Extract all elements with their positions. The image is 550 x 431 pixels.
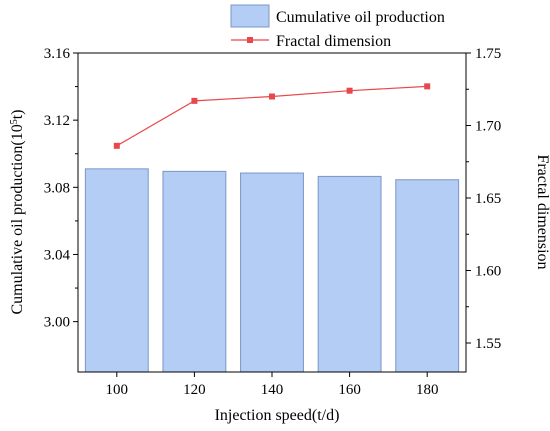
bar	[395, 179, 460, 373]
fractal-dimension-point	[346, 87, 353, 94]
legend-bar-swatch	[230, 4, 270, 28]
y-left-tick-label: 3.00	[44, 315, 70, 331]
y-left-tick-label: 3.16	[44, 46, 71, 62]
fractal-dimension-point	[191, 97, 198, 104]
legend-line-label: Fractal dimension	[276, 33, 391, 50]
fractal-dimension-point	[424, 83, 431, 90]
legend-bar-label: Cumulative oil production	[276, 9, 445, 26]
y-right-tick-label: 1.70	[475, 119, 501, 135]
legend-line-marker	[247, 37, 253, 43]
x-axis-title: Injection speed(t/d)	[215, 407, 340, 424]
y-left-tick-label: 3.12	[44, 113, 70, 129]
y-left-tick-label: 3.08	[44, 180, 70, 196]
x-tick-label: 140	[261, 382, 284, 398]
y-axis-left-title-main: Cumulative oil production(10	[9, 124, 26, 314]
y-axis-right-title: Fractal dimension	[534, 154, 550, 269]
plot-area: 3.00 3.04 3.08 3.12 3.16 1.55 1.60 1.65 1.70 1.75…	[44, 46, 502, 398]
x-tick-label: 100	[106, 382, 129, 398]
y-right-tick-label: 1.55	[475, 336, 501, 352]
bar	[317, 175, 382, 373]
fractal-dimension-point	[269, 93, 275, 100]
x-tick-label: 160	[338, 382, 361, 398]
fractal-dimension-point	[113, 142, 120, 149]
y-axis-left-title-tail: t)	[9, 110, 26, 120]
bar	[84, 168, 149, 373]
x-tick-label: 180	[416, 382, 439, 398]
y-right-tick-label: 1.75	[475, 46, 501, 62]
x-tick-label: 120	[183, 382, 206, 398]
y-left-tick-label: 3.04	[44, 247, 71, 263]
y-axis-left-title: Cumulative oil production(105t)	[9, 110, 27, 315]
y-right-tick-label: 1.65	[475, 191, 501, 207]
y-axis-left-title-sup: 5	[9, 119, 20, 124]
bar	[162, 170, 227, 373]
y-right-tick-label: 1.60	[475, 264, 501, 280]
bar	[240, 172, 304, 373]
legend: Cumulative oil production Fractal dimens…	[230, 4, 445, 50]
